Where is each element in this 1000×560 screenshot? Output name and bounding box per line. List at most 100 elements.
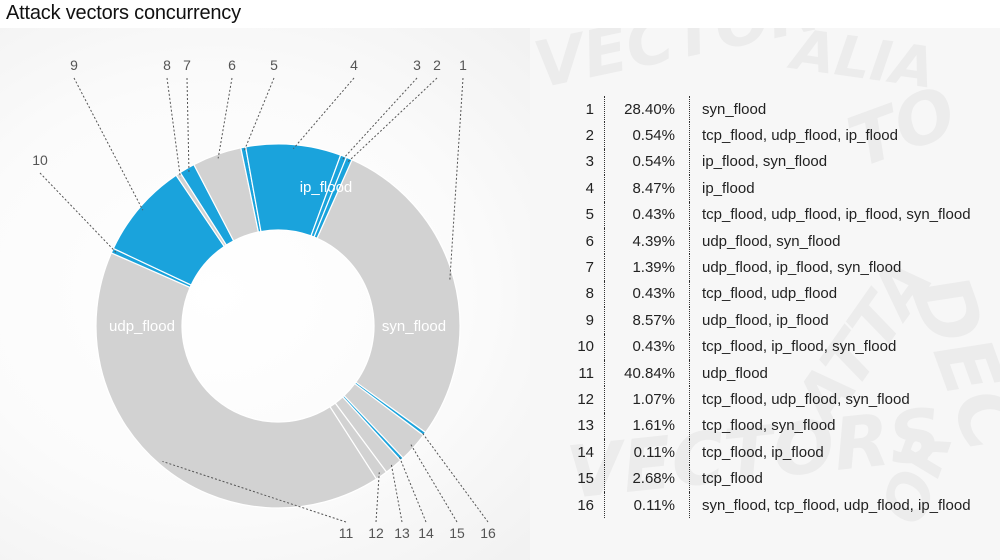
- callout-leader-7: [186, 77, 190, 172]
- legend-id: 16: [577, 496, 594, 514]
- legend-vectors: syn_flood, tcp_flood, udp_flood, ip_floo…: [688, 491, 971, 519]
- legend-percent: 2.68%: [604, 465, 690, 492]
- legend-id: 15: [577, 470, 594, 488]
- legend-percent: 8.47%: [604, 175, 690, 202]
- callout-label-1: 1: [459, 57, 467, 73]
- legend-row: 7 1.39% udp_flood, ip_flood, syn_flood: [574, 254, 971, 281]
- segment-label-udp_flood: udp_flood: [109, 318, 175, 335]
- callout-label-10: 10: [32, 152, 48, 168]
- legend-id: 10: [577, 338, 594, 356]
- legend-percent: 4.39%: [604, 227, 690, 255]
- callout-label-14: 14: [418, 525, 434, 541]
- callout-label-7: 7: [183, 57, 191, 73]
- donut-slices: [95, 143, 461, 509]
- callout-leader-11: [162, 460, 347, 523]
- callout-leader-9: [73, 77, 144, 211]
- legend-id: 13: [577, 417, 594, 435]
- legend-row: 3 0.54% ip_flood, syn_flood: [574, 148, 971, 176]
- legend-id: 2: [585, 127, 594, 145]
- callout-label-12: 12: [368, 525, 384, 541]
- legend-vectors: tcp_flood, udp_flood: [688, 280, 971, 308]
- legend-row: 4 8.47% ip_flood: [574, 175, 971, 202]
- legend-id: 8: [585, 285, 594, 303]
- legend-table: 1 28.40% syn_flood 2 0.54% tcp_flood, udp_flo…: [574, 96, 971, 519]
- callout-label-9: 9: [70, 57, 78, 73]
- legend-vectors: udp_flood, ip_flood, syn_flood: [688, 254, 971, 281]
- legend-percent: 0.43%: [604, 280, 690, 308]
- legend-percent: 0.54%: [604, 122, 690, 149]
- legend-percent: 0.11%: [604, 439, 690, 466]
- legend-row: 8 0.43% tcp_flood, udp_flood: [574, 280, 971, 308]
- callout-label-6: 6: [228, 57, 236, 73]
- legend-percent: 0.43%: [604, 201, 690, 228]
- legend-row: 2 0.54% tcp_flood, udp_flood, ip_flood: [574, 122, 971, 149]
- legend-id: 14: [577, 443, 594, 461]
- legend-id: 1: [585, 100, 594, 118]
- legend-id: 5: [585, 206, 594, 224]
- legend-id: 4: [585, 179, 594, 197]
- legend-vectors: tcp_flood, ip_flood: [688, 439, 971, 466]
- legend-row: 16 0.11% syn_flood, tcp_flood, udp_flood, …: [574, 491, 971, 519]
- callout-label-8: 8: [163, 57, 171, 73]
- legend-row: 12 1.07% tcp_flood, udp_flood, syn_flood: [574, 386, 971, 413]
- legend-id: 7: [585, 259, 594, 277]
- callout-leader-4: [292, 77, 355, 149]
- legend-row: 15 2.68% tcp_flood: [574, 465, 971, 492]
- legend-id: 6: [585, 232, 594, 250]
- callout-label-13: 13: [394, 525, 410, 541]
- legend-id: 12: [577, 390, 594, 408]
- segment-labels: ip_flood syn_flood udp_flood: [109, 179, 446, 335]
- legend-row: 5 0.43% tcp_flood, udp_flood, ip_flood, sy…: [574, 201, 971, 228]
- callout-leader-13: [390, 463, 403, 523]
- callout-label-16: 16: [480, 525, 496, 541]
- callout-label-11: 11: [339, 525, 354, 541]
- legend-id: 9: [585, 311, 594, 329]
- legend-percent: 0.11%: [604, 491, 690, 519]
- legend-percent: 8.57%: [604, 307, 690, 334]
- legend-vectors: udp_flood, ip_flood: [688, 307, 971, 334]
- callout-leader-15: [410, 444, 458, 523]
- callout-label-5: 5: [270, 57, 278, 73]
- legend-percent: 0.54%: [604, 148, 690, 176]
- callout-leader-16: [420, 431, 489, 523]
- legend-row: 1 28.40% syn_flood: [574, 96, 971, 123]
- legend-vectors: tcp_flood, udp_flood, ip_flood: [688, 122, 971, 149]
- callout-leader-3: [341, 77, 418, 161]
- legend-vectors: tcp_flood, ip_flood, syn_flood: [688, 333, 971, 360]
- legend-percent: 1.39%: [604, 254, 690, 281]
- legend-percent: 1.07%: [604, 386, 690, 413]
- legend-percent: 28.40%: [604, 96, 690, 123]
- legend-percent: 0.43%: [604, 333, 690, 360]
- legend-row: 13 1.61% tcp_flood, syn_flood: [574, 412, 971, 440]
- callout-leader-8: [166, 77, 181, 178]
- callout-label-4: 4: [350, 57, 358, 73]
- legend-vectors: udp_flood: [688, 359, 971, 387]
- legend-vectors: ip_flood: [688, 175, 971, 202]
- callout-leader-10: [39, 172, 117, 253]
- legend-percent: 1.61%: [604, 412, 690, 440]
- segment-label-syn_flood: syn_flood: [382, 318, 446, 335]
- legend-vectors: tcp_flood, syn_flood: [688, 412, 971, 440]
- legend-row: 9 8.57% udp_flood, ip_flood: [574, 307, 971, 334]
- callout-label-2: 2: [433, 57, 441, 73]
- legend-row: 6 4.39% udp_flood, syn_flood: [574, 227, 971, 255]
- legend-id: 11: [578, 364, 594, 382]
- donut-slice-1: [316, 158, 461, 434]
- donut-slice-2: [313, 156, 353, 240]
- legend-percent: 40.84%: [604, 359, 690, 387]
- callout-label-3: 3: [413, 57, 421, 73]
- segment-label-ip_flood: ip_flood: [300, 179, 353, 196]
- callout-leader-12: [375, 472, 380, 523]
- legend-vectors: tcp_flood: [688, 465, 971, 492]
- callout-leader-1: [449, 77, 464, 280]
- legend-row: 14 0.11% tcp_flood, ip_flood: [574, 439, 971, 466]
- callout-leader-2: [347, 77, 438, 163]
- callout-label-15: 15: [449, 525, 465, 541]
- legend-row: 10 0.43% tcp_flood, ip_flood, syn_flood: [574, 333, 971, 360]
- legend-vectors: syn_flood: [688, 96, 971, 123]
- legend-row: 11 40.84% udp_flood: [574, 359, 971, 387]
- callout-leader-6: [217, 77, 233, 159]
- legend-id: 3: [585, 153, 594, 171]
